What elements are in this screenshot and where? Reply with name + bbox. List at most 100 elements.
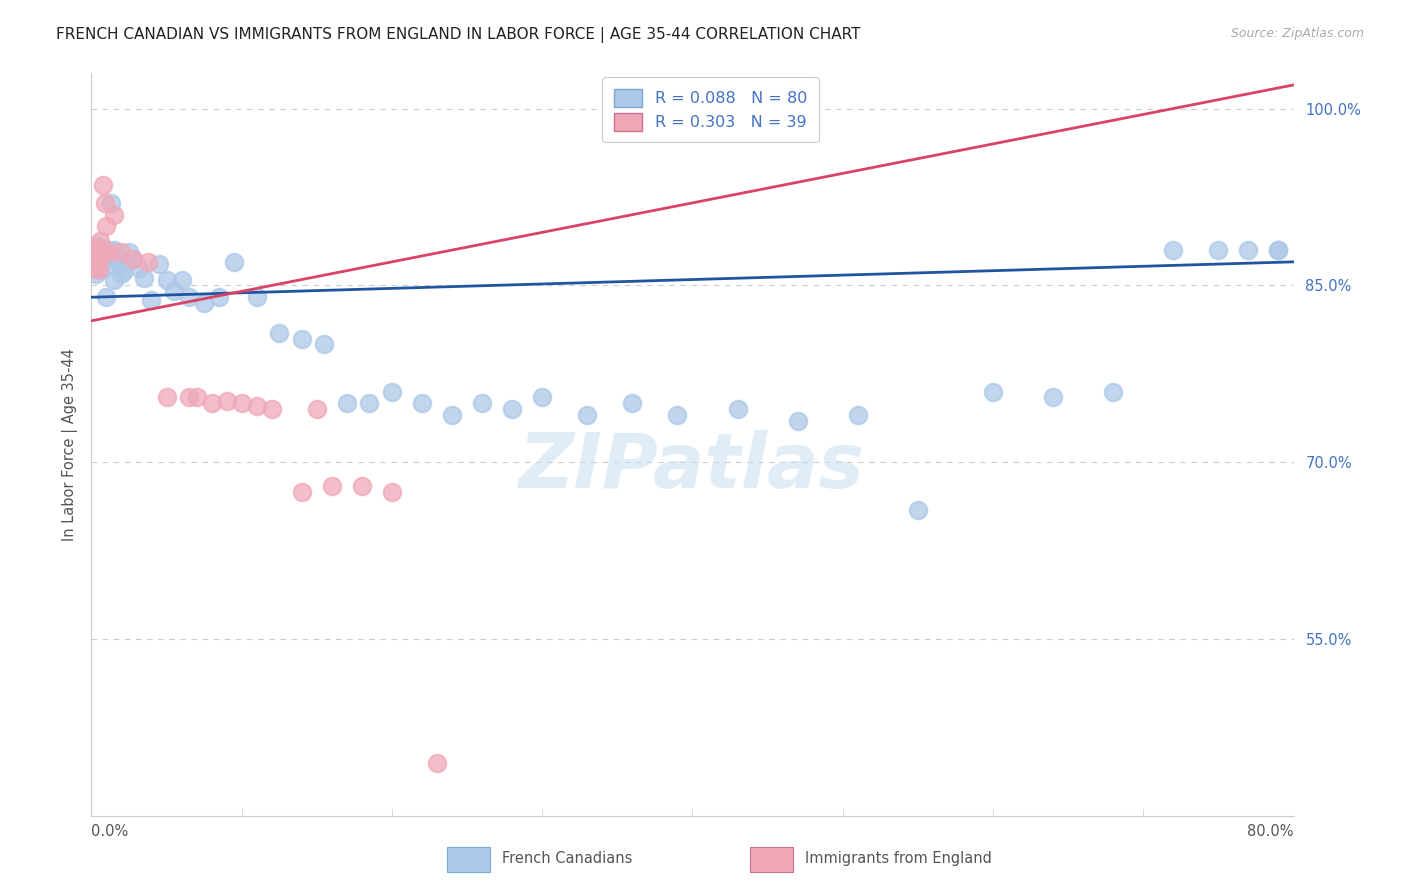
- Point: [231, 396, 253, 410]
- Point: [291, 484, 314, 499]
- Point: [84, 261, 107, 276]
- Point: [110, 267, 132, 281]
- Point: [98, 245, 121, 260]
- Point: [208, 290, 231, 304]
- Point: [576, 408, 599, 422]
- Point: [82, 255, 104, 269]
- Point: [84, 238, 107, 252]
- Point: [89, 248, 111, 262]
- Y-axis label: In Labor Force | Age 35-44: In Labor Force | Age 35-44: [62, 348, 77, 541]
- Point: [87, 245, 110, 260]
- Point: [93, 241, 115, 255]
- Point: [90, 245, 112, 260]
- Point: [83, 248, 105, 262]
- Point: [148, 257, 170, 271]
- Point: [82, 243, 104, 257]
- Point: [93, 250, 115, 264]
- Point: [118, 245, 141, 260]
- Point: [96, 245, 118, 260]
- Point: [84, 267, 107, 281]
- Point: [155, 272, 177, 286]
- Point: [411, 396, 433, 410]
- Point: [224, 255, 246, 269]
- Point: [981, 384, 1004, 399]
- Point: [907, 502, 929, 516]
- Text: FRENCH CANADIAN VS IMMIGRANTS FROM ENGLAND IN LABOR FORCE | AGE 35-44 CORRELATIO: FRENCH CANADIAN VS IMMIGRANTS FROM ENGLA…: [56, 27, 860, 43]
- Point: [177, 290, 200, 304]
- Point: [86, 255, 108, 269]
- Point: [84, 252, 107, 267]
- Point: [786, 414, 808, 428]
- Point: [82, 257, 104, 271]
- Point: [83, 245, 105, 260]
- Point: [100, 195, 122, 210]
- Point: [94, 260, 117, 274]
- Point: [83, 241, 105, 255]
- Point: [1161, 243, 1184, 257]
- Point: [246, 399, 269, 413]
- Point: [107, 252, 129, 267]
- Point: [87, 260, 110, 275]
- Point: [193, 296, 215, 310]
- Text: Immigrants from England: Immigrants from England: [806, 851, 993, 866]
- Point: [89, 263, 111, 277]
- Point: [501, 402, 523, 417]
- Point: [90, 255, 112, 269]
- Point: [138, 255, 160, 269]
- Point: [215, 394, 238, 409]
- Point: [1237, 243, 1260, 257]
- Point: [621, 396, 644, 410]
- Point: [531, 391, 554, 405]
- Bar: [447, 847, 489, 872]
- Point: [86, 250, 108, 264]
- Text: French Canadians: French Canadians: [502, 851, 633, 866]
- Point: [471, 396, 494, 410]
- Point: [114, 264, 136, 278]
- Bar: [749, 847, 793, 872]
- Point: [83, 257, 105, 271]
- Point: [90, 245, 112, 260]
- Point: [246, 290, 269, 304]
- Point: [93, 178, 115, 193]
- Point: [84, 248, 107, 262]
- Point: [186, 391, 208, 405]
- Point: [1208, 243, 1230, 257]
- Point: [122, 252, 145, 267]
- Point: [1042, 391, 1064, 405]
- Point: [103, 208, 125, 222]
- Point: [359, 396, 381, 410]
- Point: [98, 243, 121, 257]
- Point: [94, 195, 117, 210]
- Text: Source: ZipAtlas.com: Source: ZipAtlas.com: [1230, 27, 1364, 40]
- Point: [426, 756, 449, 771]
- Point: [87, 252, 110, 267]
- Point: [86, 261, 108, 276]
- Point: [104, 248, 127, 262]
- Point: [336, 396, 359, 410]
- Text: 0.0%: 0.0%: [91, 824, 128, 839]
- Point: [381, 384, 404, 399]
- Point: [846, 408, 869, 422]
- Point: [177, 391, 200, 405]
- Point: [86, 241, 108, 255]
- Point: [201, 396, 224, 410]
- Point: [1102, 384, 1125, 399]
- Point: [170, 272, 193, 286]
- Point: [314, 337, 336, 351]
- Point: [84, 245, 107, 260]
- Text: ZIPatlas: ZIPatlas: [519, 430, 866, 504]
- Point: [86, 248, 108, 262]
- Point: [122, 252, 145, 267]
- Point: [103, 243, 125, 257]
- Point: [89, 248, 111, 262]
- Point: [84, 260, 107, 274]
- Point: [291, 332, 314, 346]
- Text: 80.0%: 80.0%: [1247, 824, 1294, 839]
- Point: [82, 248, 104, 262]
- Point: [666, 408, 689, 422]
- Point: [84, 255, 107, 269]
- Point: [440, 408, 463, 422]
- Point: [260, 402, 283, 417]
- Point: [83, 252, 105, 267]
- Point: [305, 402, 328, 417]
